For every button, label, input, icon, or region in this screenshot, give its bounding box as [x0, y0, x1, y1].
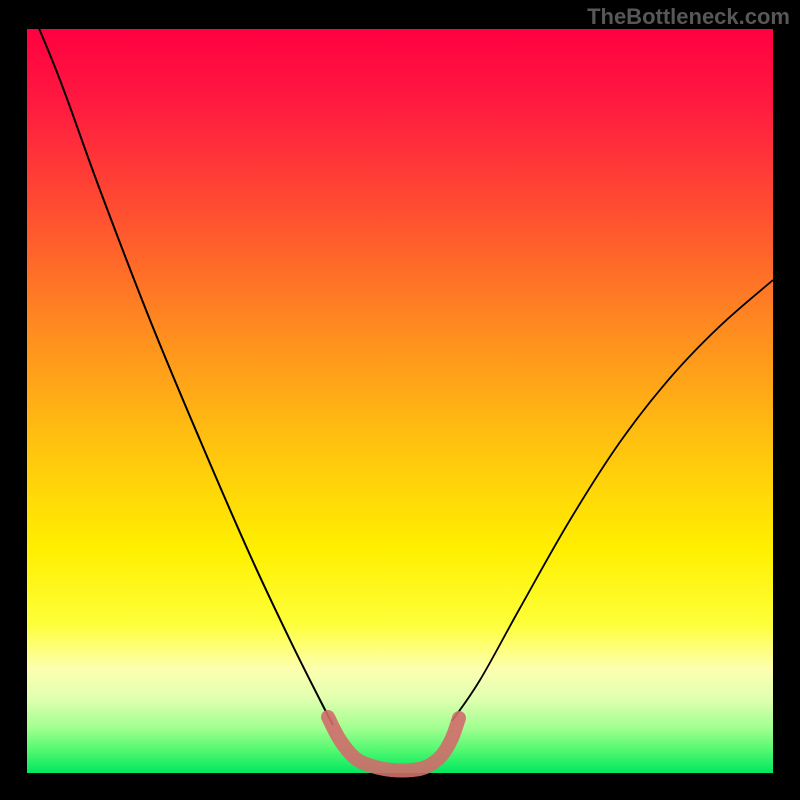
bottleneck-chart	[0, 0, 800, 800]
watermark-text: TheBottleneck.com	[587, 4, 790, 30]
plot-background	[27, 29, 773, 773]
chart-container: TheBottleneck.com	[0, 0, 800, 800]
